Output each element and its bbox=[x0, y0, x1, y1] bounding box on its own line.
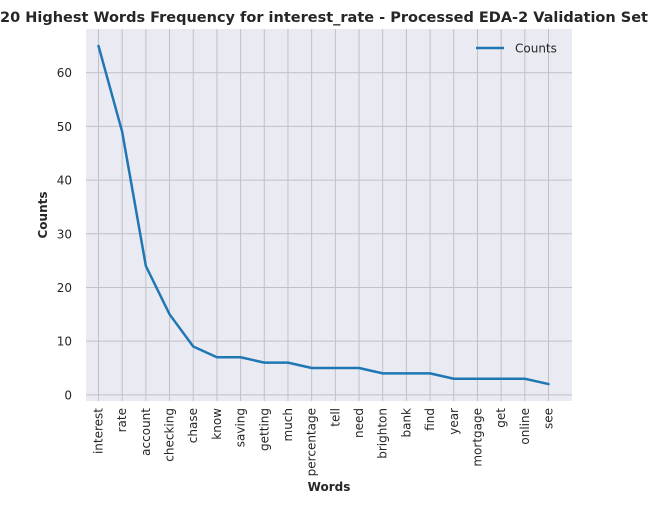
y-tick-label: 40 bbox=[57, 174, 72, 188]
x-tick-label: account bbox=[139, 408, 153, 456]
x-tick-label: online bbox=[518, 408, 532, 445]
legend: Counts bbox=[476, 42, 557, 56]
grid-layer bbox=[86, 29, 572, 401]
chart-title: 20 Highest Words Frequency for interest_… bbox=[0, 10, 648, 26]
y-tick-label: 10 bbox=[57, 335, 72, 349]
x-tick-label: know bbox=[210, 408, 224, 440]
x-tick-label: getting bbox=[257, 408, 271, 451]
x-tick-label: chase bbox=[186, 408, 200, 443]
x-tick-label: get bbox=[494, 408, 508, 428]
y-tick-labels: 0 10 20 30 40 50 60 bbox=[57, 66, 72, 402]
y-tick-label: 60 bbox=[57, 66, 72, 80]
x-tick-label: brighton bbox=[376, 408, 390, 459]
x-tick-label: much bbox=[281, 408, 295, 442]
y-tick-label: 20 bbox=[57, 281, 72, 295]
y-tick-label: 30 bbox=[57, 227, 72, 241]
x-tick-label: interest bbox=[92, 408, 106, 454]
x-tick-labels: interest rate account checking chase know savi… bbox=[92, 408, 556, 477]
x-tick-label: see bbox=[542, 408, 556, 429]
x-axis-label: Words bbox=[308, 480, 351, 494]
plot-area bbox=[86, 29, 572, 401]
y-tick-label: 0 bbox=[64, 388, 72, 402]
y-tick-label: 50 bbox=[57, 120, 72, 134]
x-tick-label: tell bbox=[328, 408, 342, 427]
series-line-counts bbox=[97, 44, 550, 386]
x-tick-label: need bbox=[352, 408, 366, 438]
x-tick-label: percentage bbox=[305, 408, 319, 476]
x-tick-label: rate bbox=[115, 408, 129, 432]
x-tick-label: year bbox=[447, 408, 461, 435]
x-tick-label: bank bbox=[399, 408, 413, 438]
x-tick-label: saving bbox=[234, 408, 248, 447]
x-tick-label: mortgage bbox=[470, 408, 484, 467]
x-tick-label: find bbox=[423, 408, 437, 431]
legend-label-counts: Counts bbox=[515, 42, 557, 56]
series-layer bbox=[97, 44, 550, 386]
x-tick-label: checking bbox=[163, 408, 177, 462]
y-axis-label: Counts bbox=[36, 191, 50, 238]
